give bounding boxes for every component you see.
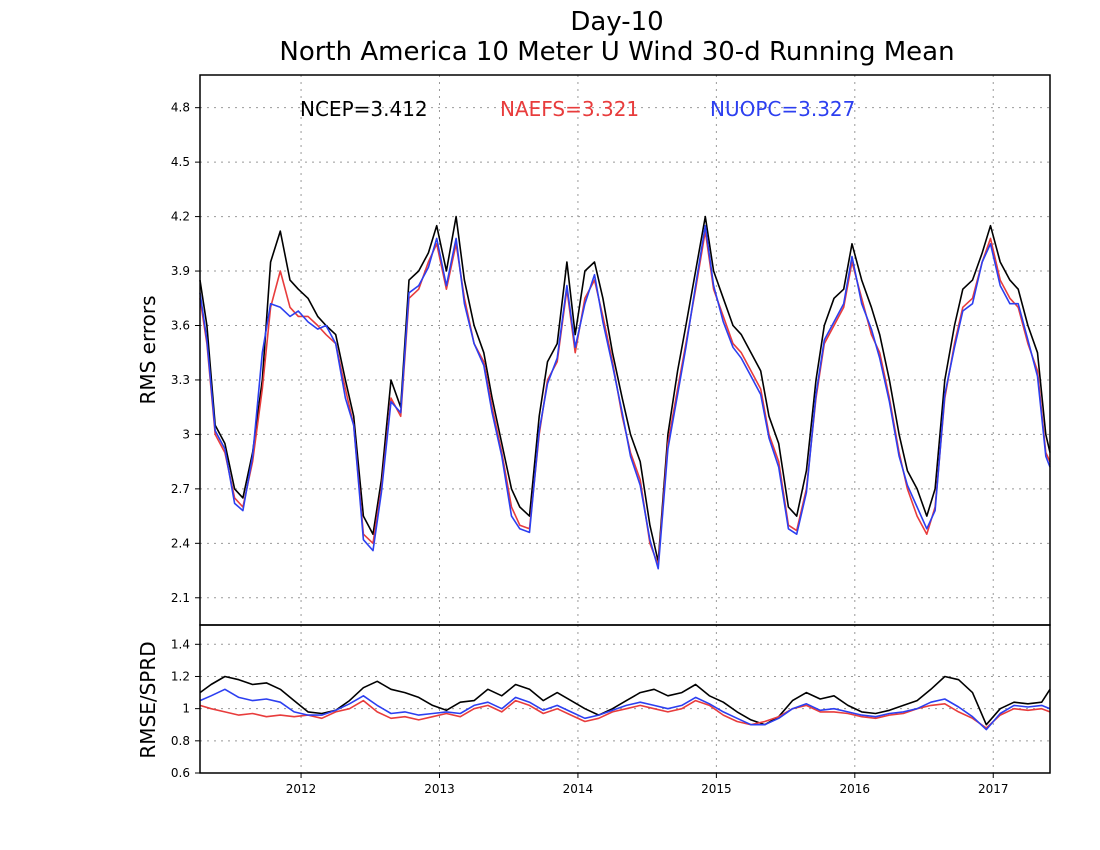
top-ytick-label-0: 2.1 — [171, 591, 190, 605]
top-series-ncep — [199, 215, 1051, 563]
stat-naefs: NAEFS=3.321 — [500, 97, 639, 121]
bottom-panel-grid — [200, 625, 1050, 774]
top-ytick-label-1: 2.4 — [171, 536, 190, 550]
xtick-label-5: 2017 — [978, 782, 1009, 796]
top-panel-series — [199, 215, 1051, 570]
top-ytick-label-7: 4.2 — [171, 210, 190, 224]
top-ytick-label-2: 2.7 — [171, 482, 190, 496]
bottom-series-nuopc — [199, 688, 1051, 731]
stat-ncep: NCEP=3.412 — [300, 97, 428, 121]
bottom-ytick-label-3: 1.2 — [171, 669, 190, 683]
stat-nuopc: NUOPC=3.327 — [710, 97, 855, 121]
chart-title-line1: Day-10 — [570, 7, 663, 37]
top-series-naefs — [199, 230, 1051, 566]
xtick-label-1: 2013 — [424, 782, 455, 796]
chart-title-line2: North America 10 Meter U Wind 30-d Runni… — [279, 37, 954, 67]
top-panel-y-ticks: 2.1 2.4 2.7 3 3.3 3.6 3.9 4.2 4.5 4.8 — [171, 101, 200, 605]
bottom-series-naefs — [199, 699, 1051, 729]
xtick-label-4: 2016 — [840, 782, 871, 796]
top-ytick-label-4: 3.3 — [171, 373, 190, 387]
top-panel-frame — [199, 74, 1051, 626]
xtick-label-2: 2014 — [563, 782, 594, 796]
bottom-ytick-label-1: 0.8 — [171, 734, 190, 748]
bottom-panel-series — [199, 675, 1051, 731]
top-ytick-label-3: 3 — [182, 427, 190, 441]
top-panel-ylabel: RMS errors — [136, 295, 160, 404]
top-ytick-label-5: 3.6 — [171, 318, 190, 332]
top-panel-grid — [200, 75, 1050, 625]
xtick-label-3: 2015 — [701, 782, 732, 796]
top-series-nuopc — [199, 224, 1051, 570]
bottom-ytick-label-4: 1.4 — [171, 637, 190, 651]
bottom-panel-y-ticks: 0.6 0.8 1 1.2 1.4 — [171, 637, 200, 780]
bottom-series-ncep — [199, 675, 1051, 726]
top-ytick-label-6: 3.9 — [171, 264, 190, 278]
top-ytick-label-9: 4.8 — [171, 101, 190, 115]
top-ytick-label-8: 4.5 — [171, 155, 190, 169]
xtick-label-0: 2012 — [286, 782, 317, 796]
bottom-ytick-label-2: 1 — [182, 702, 190, 716]
bottom-panel-frame — [199, 624, 1051, 774]
bottom-panel-ylabel: RMSE/SPRD — [136, 641, 160, 758]
bottom-ytick-label-0: 0.6 — [171, 766, 190, 780]
x-axis-ticks: 2012 2013 2014 2015 2016 2017 — [286, 773, 1009, 796]
